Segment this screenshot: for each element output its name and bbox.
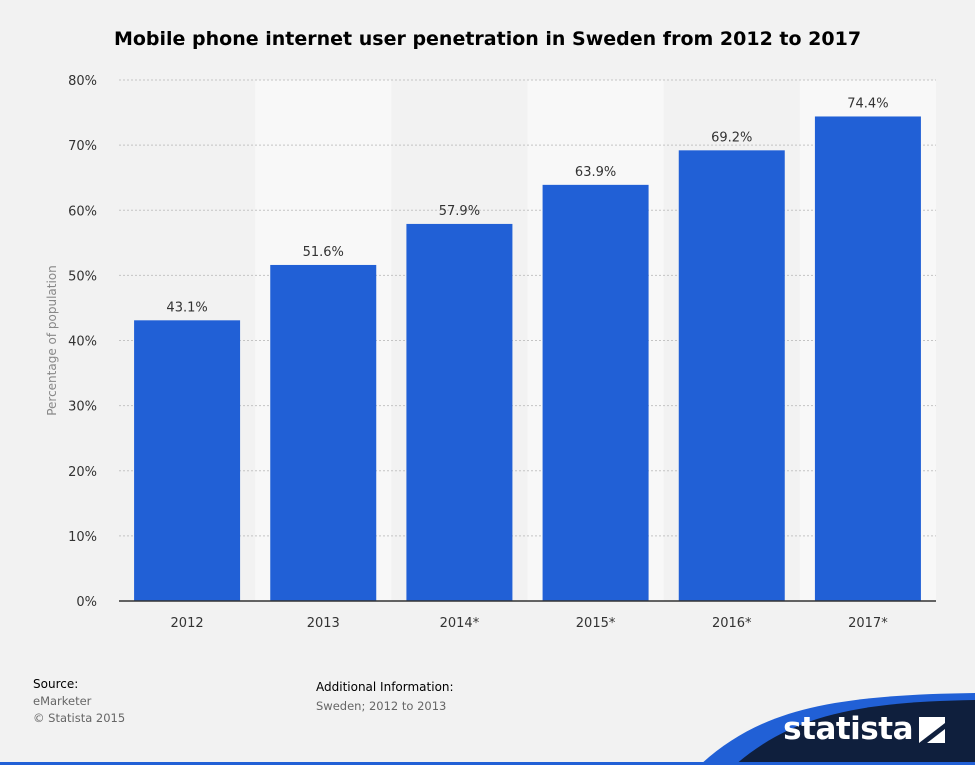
x-tick-label: 2016* [712, 616, 752, 631]
source-heading: Source: [33, 677, 79, 691]
x-tick-label: 2015* [576, 616, 616, 631]
grid-lines [119, 79, 936, 537]
bar [814, 116, 921, 601]
copyright-line: © Statista 2015 [33, 711, 126, 725]
chart-title: Mobile phone internet user penetration i… [113, 28, 862, 50]
y-axis-ticks: 0% 10% 20% 30% 40% 50% 60% 70% 80% [68, 74, 97, 610]
source-block: Source: eMarketer © Statista 2015 [33, 677, 125, 725]
y-tick-label: 60% [68, 204, 97, 219]
x-tick-label: 2014* [440, 616, 480, 631]
y-tick-label: 10% [68, 530, 97, 545]
statista-banner [0, 693, 975, 765]
data-label: 51.6% [303, 245, 344, 260]
y-tick-label: 30% [68, 400, 97, 415]
data-label: 43.1% [166, 300, 207, 315]
y-axis-title: Percentage of population [45, 265, 59, 416]
y-tick-label: 80% [68, 74, 97, 89]
data-label: 74.4% [847, 96, 888, 111]
y-tick-label: 70% [68, 139, 97, 154]
y-tick-label: 50% [68, 269, 97, 284]
x-tick-label: 2013 [307, 616, 340, 631]
banner-dark-swoosh [735, 700, 975, 765]
data-label: 63.9% [575, 165, 616, 180]
bars [134, 116, 921, 601]
bar [678, 150, 785, 601]
bar [270, 264, 377, 601]
bar [134, 320, 241, 601]
y-tick-label: 40% [68, 335, 97, 350]
data-labels: 43.1% 51.6% 57.9% 63.9% 69.2% 74.4% [166, 96, 888, 315]
data-label: 57.9% [439, 204, 480, 219]
x-tick-label: 2012 [171, 616, 204, 631]
y-tick-label: 0% [76, 595, 97, 610]
x-tick-label: 2017* [848, 616, 888, 631]
x-axis-ticks: 2012 2013 2014* 2015* 2016* 2017* [171, 616, 889, 631]
bar [406, 223, 513, 601]
bar [542, 184, 649, 601]
statista-logo-icon [919, 717, 945, 743]
y-tick-label: 20% [68, 465, 97, 480]
data-label: 69.2% [711, 130, 752, 145]
bar-chart: 0% 10% 20% 30% 40% 50% 60% 70% 80% 43.1% 51.6% 57.… [45, 74, 936, 631]
banner-bottom-line [0, 762, 975, 765]
additional-info-line: Sweden; 2012 to 2013 [316, 699, 447, 713]
additional-info-block: Additional Information: Sweden; 2012 to … [316, 680, 454, 713]
statista-logo-text: statista [783, 711, 913, 747]
additional-info-heading: Additional Information: [316, 680, 454, 694]
source-line: eMarketer [33, 694, 92, 708]
